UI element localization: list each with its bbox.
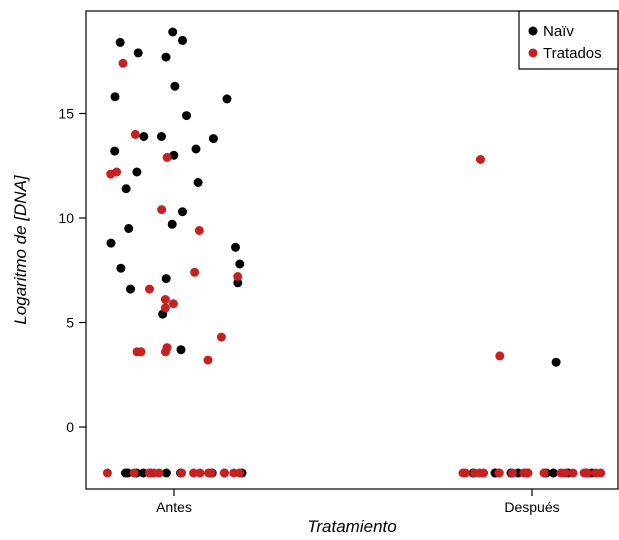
point-tratados-baseline: [523, 469, 532, 478]
legend-label-tratados: Tratados: [543, 45, 602, 62]
data-points: [103, 28, 605, 478]
point-tratados: [190, 268, 199, 277]
y-tick-label: 15: [58, 106, 74, 122]
point-tratados-baseline: [220, 469, 229, 478]
point-naiv: [177, 345, 186, 354]
point-tratados-baseline: [229, 469, 238, 478]
point-naiv: [231, 243, 240, 252]
x-axis: Antes Después: [156, 489, 560, 515]
point-tratados: [161, 347, 170, 356]
legend-marker-naiv: [529, 27, 538, 36]
point-naiv: [209, 134, 218, 143]
point-tratados: [195, 226, 204, 235]
point-naiv: [178, 207, 187, 216]
point-naiv: [124, 224, 133, 233]
y-tick-label: 0: [66, 419, 74, 435]
point-naiv: [162, 274, 171, 283]
point-tratados: [161, 295, 170, 304]
point-tratados-baseline: [196, 469, 205, 478]
point-naiv: [192, 145, 201, 154]
point-naiv: [223, 94, 232, 103]
point-naiv: [107, 239, 116, 248]
point-tratados-baseline: [204, 469, 213, 478]
point-tratados-baseline: [103, 469, 112, 478]
point-naiv-baseline: [121, 469, 130, 478]
point-tratados: [169, 299, 178, 308]
x-tick-label: Después: [504, 499, 559, 515]
point-naiv: [552, 358, 561, 367]
point-naiv: [110, 147, 119, 156]
point-tratados-baseline: [583, 469, 592, 478]
point-naiv: [134, 48, 143, 57]
point-naiv: [162, 53, 171, 62]
point-tratados-baseline: [177, 469, 186, 478]
point-tratados-baseline: [479, 469, 488, 478]
point-tratados-baseline: [557, 469, 566, 478]
point-tratados: [157, 205, 166, 214]
point-tratados-baseline: [596, 469, 605, 478]
y-tick-label: 5: [66, 315, 74, 331]
point-tratados-baseline: [155, 469, 164, 478]
point-tratados: [119, 59, 128, 68]
legend-marker-tratados: [529, 49, 538, 58]
point-tratados: [495, 351, 504, 360]
y-tick-label: 10: [58, 210, 74, 226]
point-tratados: [106, 170, 115, 179]
point-naiv: [126, 285, 135, 294]
x-tick-label: Antes: [156, 499, 192, 515]
point-tratados-baseline: [508, 469, 517, 478]
point-tratados: [163, 153, 172, 162]
point-naiv: [182, 111, 191, 120]
x-axis-title: Tratamiento: [307, 517, 396, 536]
point-tratados-baseline: [540, 469, 549, 478]
point-naiv: [178, 36, 187, 45]
point-tratados: [161, 303, 170, 312]
legend-label-naiv: Naïv: [543, 23, 574, 40]
point-tratados-baseline: [495, 469, 504, 478]
point-naiv: [122, 184, 131, 193]
point-tratados: [133, 347, 142, 356]
point-naiv: [194, 178, 203, 187]
point-tratados-baseline: [461, 469, 470, 478]
point-naiv: [111, 92, 120, 101]
point-tratados: [145, 285, 154, 294]
point-tratados-baseline: [130, 469, 139, 478]
point-tratados: [131, 130, 140, 139]
point-naiv: [170, 82, 179, 91]
point-naiv: [116, 38, 125, 47]
plot-frame: [86, 11, 618, 489]
y-axis: 0 5 10 15: [58, 106, 86, 436]
point-tratados: [217, 333, 226, 342]
point-naiv: [139, 132, 148, 141]
legend: Naïv Tratados: [519, 11, 618, 69]
point-naiv: [116, 264, 125, 273]
point-naiv: [132, 168, 141, 177]
point-naiv: [235, 260, 244, 269]
point-naiv: [168, 28, 177, 37]
point-tratados: [476, 155, 485, 164]
point-naiv: [157, 132, 166, 141]
point-naiv: [168, 220, 177, 229]
point-tratados: [204, 356, 213, 365]
point-tratados-baseline: [569, 469, 578, 478]
y-axis-title: Logaritmo de [DNA]: [11, 174, 30, 325]
point-tratados: [233, 272, 242, 281]
